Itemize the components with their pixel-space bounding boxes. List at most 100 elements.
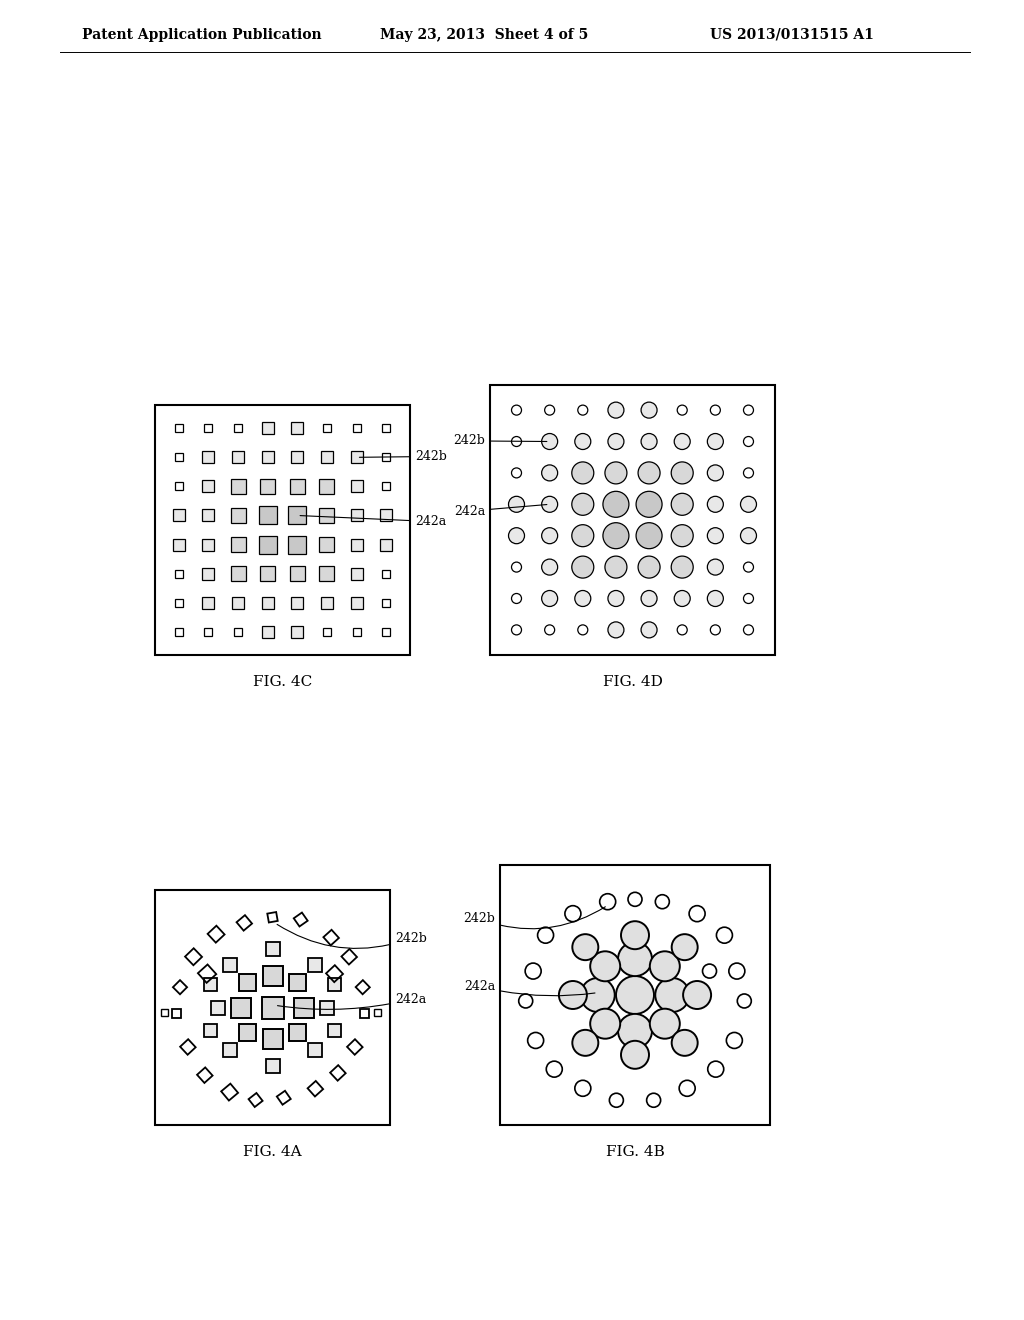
Circle shape <box>743 624 754 635</box>
Bar <box>262 422 273 434</box>
Circle shape <box>605 462 627 484</box>
Circle shape <box>578 405 588 414</box>
Circle shape <box>571 524 594 546</box>
Circle shape <box>621 921 649 949</box>
Bar <box>289 536 306 553</box>
Circle shape <box>512 624 521 635</box>
Bar <box>232 597 244 609</box>
Circle shape <box>641 433 657 450</box>
Circle shape <box>572 935 598 960</box>
Bar <box>203 539 214 550</box>
Bar <box>350 480 362 492</box>
Circle shape <box>509 528 524 544</box>
Bar <box>222 957 237 972</box>
Bar <box>211 1001 225 1015</box>
Bar <box>265 942 280 956</box>
Bar <box>203 451 214 463</box>
Bar <box>319 508 335 523</box>
Circle shape <box>572 1030 598 1056</box>
Circle shape <box>608 403 624 418</box>
Bar <box>380 510 392 521</box>
Circle shape <box>605 556 627 578</box>
Bar <box>289 507 306 524</box>
Bar <box>319 537 335 552</box>
Bar <box>291 597 303 609</box>
Bar <box>262 1030 283 1049</box>
Circle shape <box>743 405 754 414</box>
Circle shape <box>636 491 663 517</box>
Circle shape <box>743 467 754 478</box>
Circle shape <box>512 437 521 446</box>
Circle shape <box>671 524 693 546</box>
Text: FIG. 4C: FIG. 4C <box>253 675 312 689</box>
Bar <box>222 1043 237 1057</box>
Circle shape <box>655 978 689 1012</box>
Circle shape <box>708 465 723 480</box>
Text: 242a: 242a <box>454 504 547 517</box>
Bar <box>259 507 276 524</box>
Circle shape <box>608 622 624 638</box>
Bar <box>262 597 273 609</box>
Circle shape <box>590 952 621 981</box>
Circle shape <box>638 556 660 578</box>
Bar <box>350 597 362 609</box>
Bar <box>232 451 244 463</box>
Text: FIG. 4B: FIG. 4B <box>605 1144 665 1159</box>
Bar <box>328 978 341 991</box>
Circle shape <box>677 405 687 414</box>
Text: 242b: 242b <box>278 924 427 949</box>
Bar <box>289 1024 306 1040</box>
Circle shape <box>743 437 754 446</box>
Bar <box>173 510 184 521</box>
Bar <box>175 570 182 578</box>
Bar <box>203 568 214 579</box>
Bar <box>262 966 283 986</box>
Circle shape <box>740 496 757 512</box>
Text: FIG. 4A: FIG. 4A <box>243 1144 302 1159</box>
Bar <box>203 510 214 521</box>
Bar <box>259 536 276 553</box>
Circle shape <box>743 562 754 572</box>
Bar <box>321 597 333 609</box>
Circle shape <box>641 622 657 638</box>
Bar <box>234 628 242 636</box>
Circle shape <box>677 624 687 635</box>
Circle shape <box>641 403 657 418</box>
Bar <box>490 385 775 655</box>
Bar <box>231 998 251 1018</box>
Circle shape <box>650 1008 680 1039</box>
Bar <box>382 599 390 607</box>
Bar <box>205 424 212 432</box>
Bar <box>382 424 390 432</box>
Circle shape <box>708 528 723 544</box>
Circle shape <box>512 594 521 603</box>
Bar <box>175 599 182 607</box>
Circle shape <box>711 624 720 635</box>
Bar <box>230 508 246 523</box>
Bar <box>262 451 273 463</box>
Circle shape <box>574 433 591 450</box>
Bar <box>261 997 284 1019</box>
Circle shape <box>571 462 594 484</box>
Circle shape <box>542 528 558 544</box>
Bar <box>205 628 212 636</box>
Circle shape <box>636 523 663 549</box>
Circle shape <box>571 556 594 578</box>
Bar <box>204 978 217 991</box>
Bar <box>382 453 390 461</box>
Bar <box>382 482 390 491</box>
Bar <box>500 865 770 1125</box>
Circle shape <box>545 405 555 414</box>
Bar <box>204 1023 217 1036</box>
Circle shape <box>603 491 629 517</box>
Bar <box>240 1024 256 1040</box>
Bar <box>328 1023 341 1036</box>
Circle shape <box>674 433 690 450</box>
Text: 242b: 242b <box>463 907 605 929</box>
Bar <box>260 479 275 494</box>
Bar <box>319 566 335 581</box>
Circle shape <box>542 590 558 606</box>
Text: Patent Application Publication: Patent Application Publication <box>82 28 322 42</box>
Circle shape <box>638 462 660 484</box>
Bar <box>230 537 246 552</box>
